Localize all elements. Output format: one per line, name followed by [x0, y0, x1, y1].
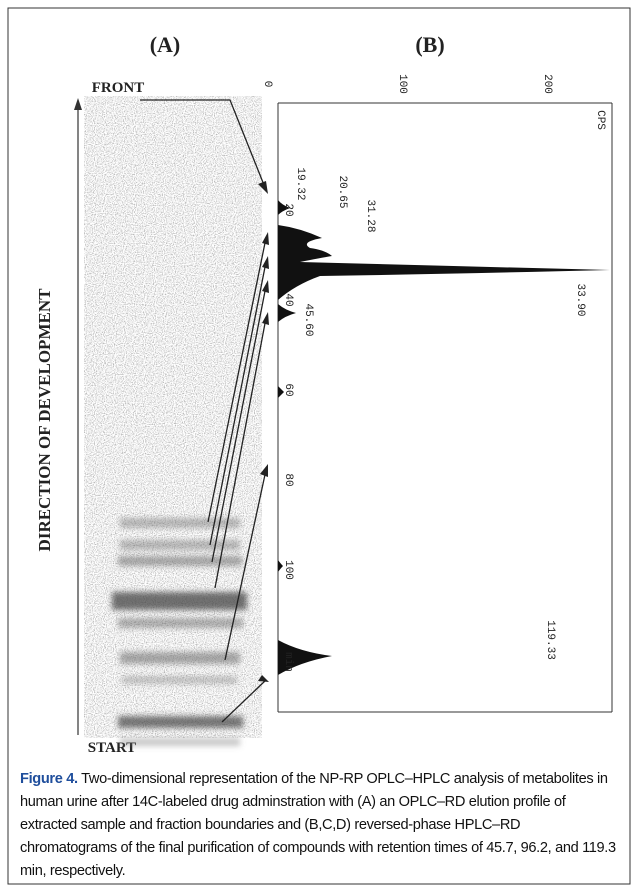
band — [118, 618, 243, 628]
peak-cluster — [278, 225, 610, 300]
caption-text: Two-dimensional representation of the NP… — [20, 771, 616, 879]
peak — [278, 200, 290, 215]
peak — [278, 640, 332, 675]
arrow-head — [262, 280, 269, 293]
time-tick-label: 80 — [282, 473, 294, 486]
intensity-unit: CPS — [594, 110, 606, 130]
arrow — [211, 285, 267, 563]
peak-label: 45.60 — [302, 303, 314, 336]
intensity-tick-label: 100 — [396, 74, 408, 94]
tlc-plate — [84, 96, 262, 738]
figure-border — [7, 7, 631, 885]
arrow-head — [260, 464, 268, 477]
peak-label: 20.65 — [336, 175, 348, 208]
panel-label: (B) — [415, 32, 444, 57]
arrow-heads — [258, 181, 269, 682]
chromatogram-frame — [277, 102, 613, 713]
tlc-bands — [112, 518, 247, 746]
band — [120, 738, 240, 746]
band — [120, 518, 240, 528]
fraction-arrows — [140, 99, 267, 723]
peak-label: 33.90 — [574, 283, 586, 316]
caption: Figure 4. Two-dimensional representation… — [20, 768, 620, 883]
arrow — [140, 99, 267, 191]
arrow-head — [258, 675, 269, 682]
intensity-tick-label: 200 — [541, 74, 553, 94]
intensity-tick-label: 0 — [261, 81, 273, 88]
time-tick-label: 40 — [282, 293, 294, 306]
peak — [278, 386, 284, 398]
peak-label: 19.32 — [294, 167, 306, 200]
arrow-head — [74, 98, 82, 110]
arrow — [207, 237, 267, 523]
arrow — [214, 317, 267, 589]
band — [120, 540, 240, 550]
panel-label: (A) — [150, 32, 181, 57]
arrow — [209, 261, 267, 546]
peak-label: 119.33 — [544, 620, 556, 660]
arrow-head — [262, 312, 269, 325]
arrow — [224, 469, 267, 661]
arrow-head — [262, 256, 269, 269]
band — [118, 556, 242, 566]
peak — [278, 304, 296, 322]
time-tick-label: 20 — [282, 203, 294, 216]
arrow-head — [262, 232, 269, 245]
arrow-head — [258, 181, 268, 194]
front-label: FRONT — [92, 80, 145, 96]
time-tick-label: 60 — [282, 383, 294, 396]
caption-label: Figure 4. — [20, 771, 78, 787]
chromatogram-trace — [278, 200, 610, 675]
band — [112, 592, 247, 610]
time-unit: min — [282, 652, 294, 672]
peak-label: 31.28 — [364, 199, 376, 232]
arrow — [221, 679, 267, 723]
peak — [278, 560, 283, 572]
band — [122, 676, 237, 684]
time-tick-label: 100 — [282, 560, 294, 580]
band — [120, 652, 240, 664]
band — [118, 716, 243, 728]
direction-label: DIRECTION OF DEVELOPMENT — [35, 288, 54, 552]
